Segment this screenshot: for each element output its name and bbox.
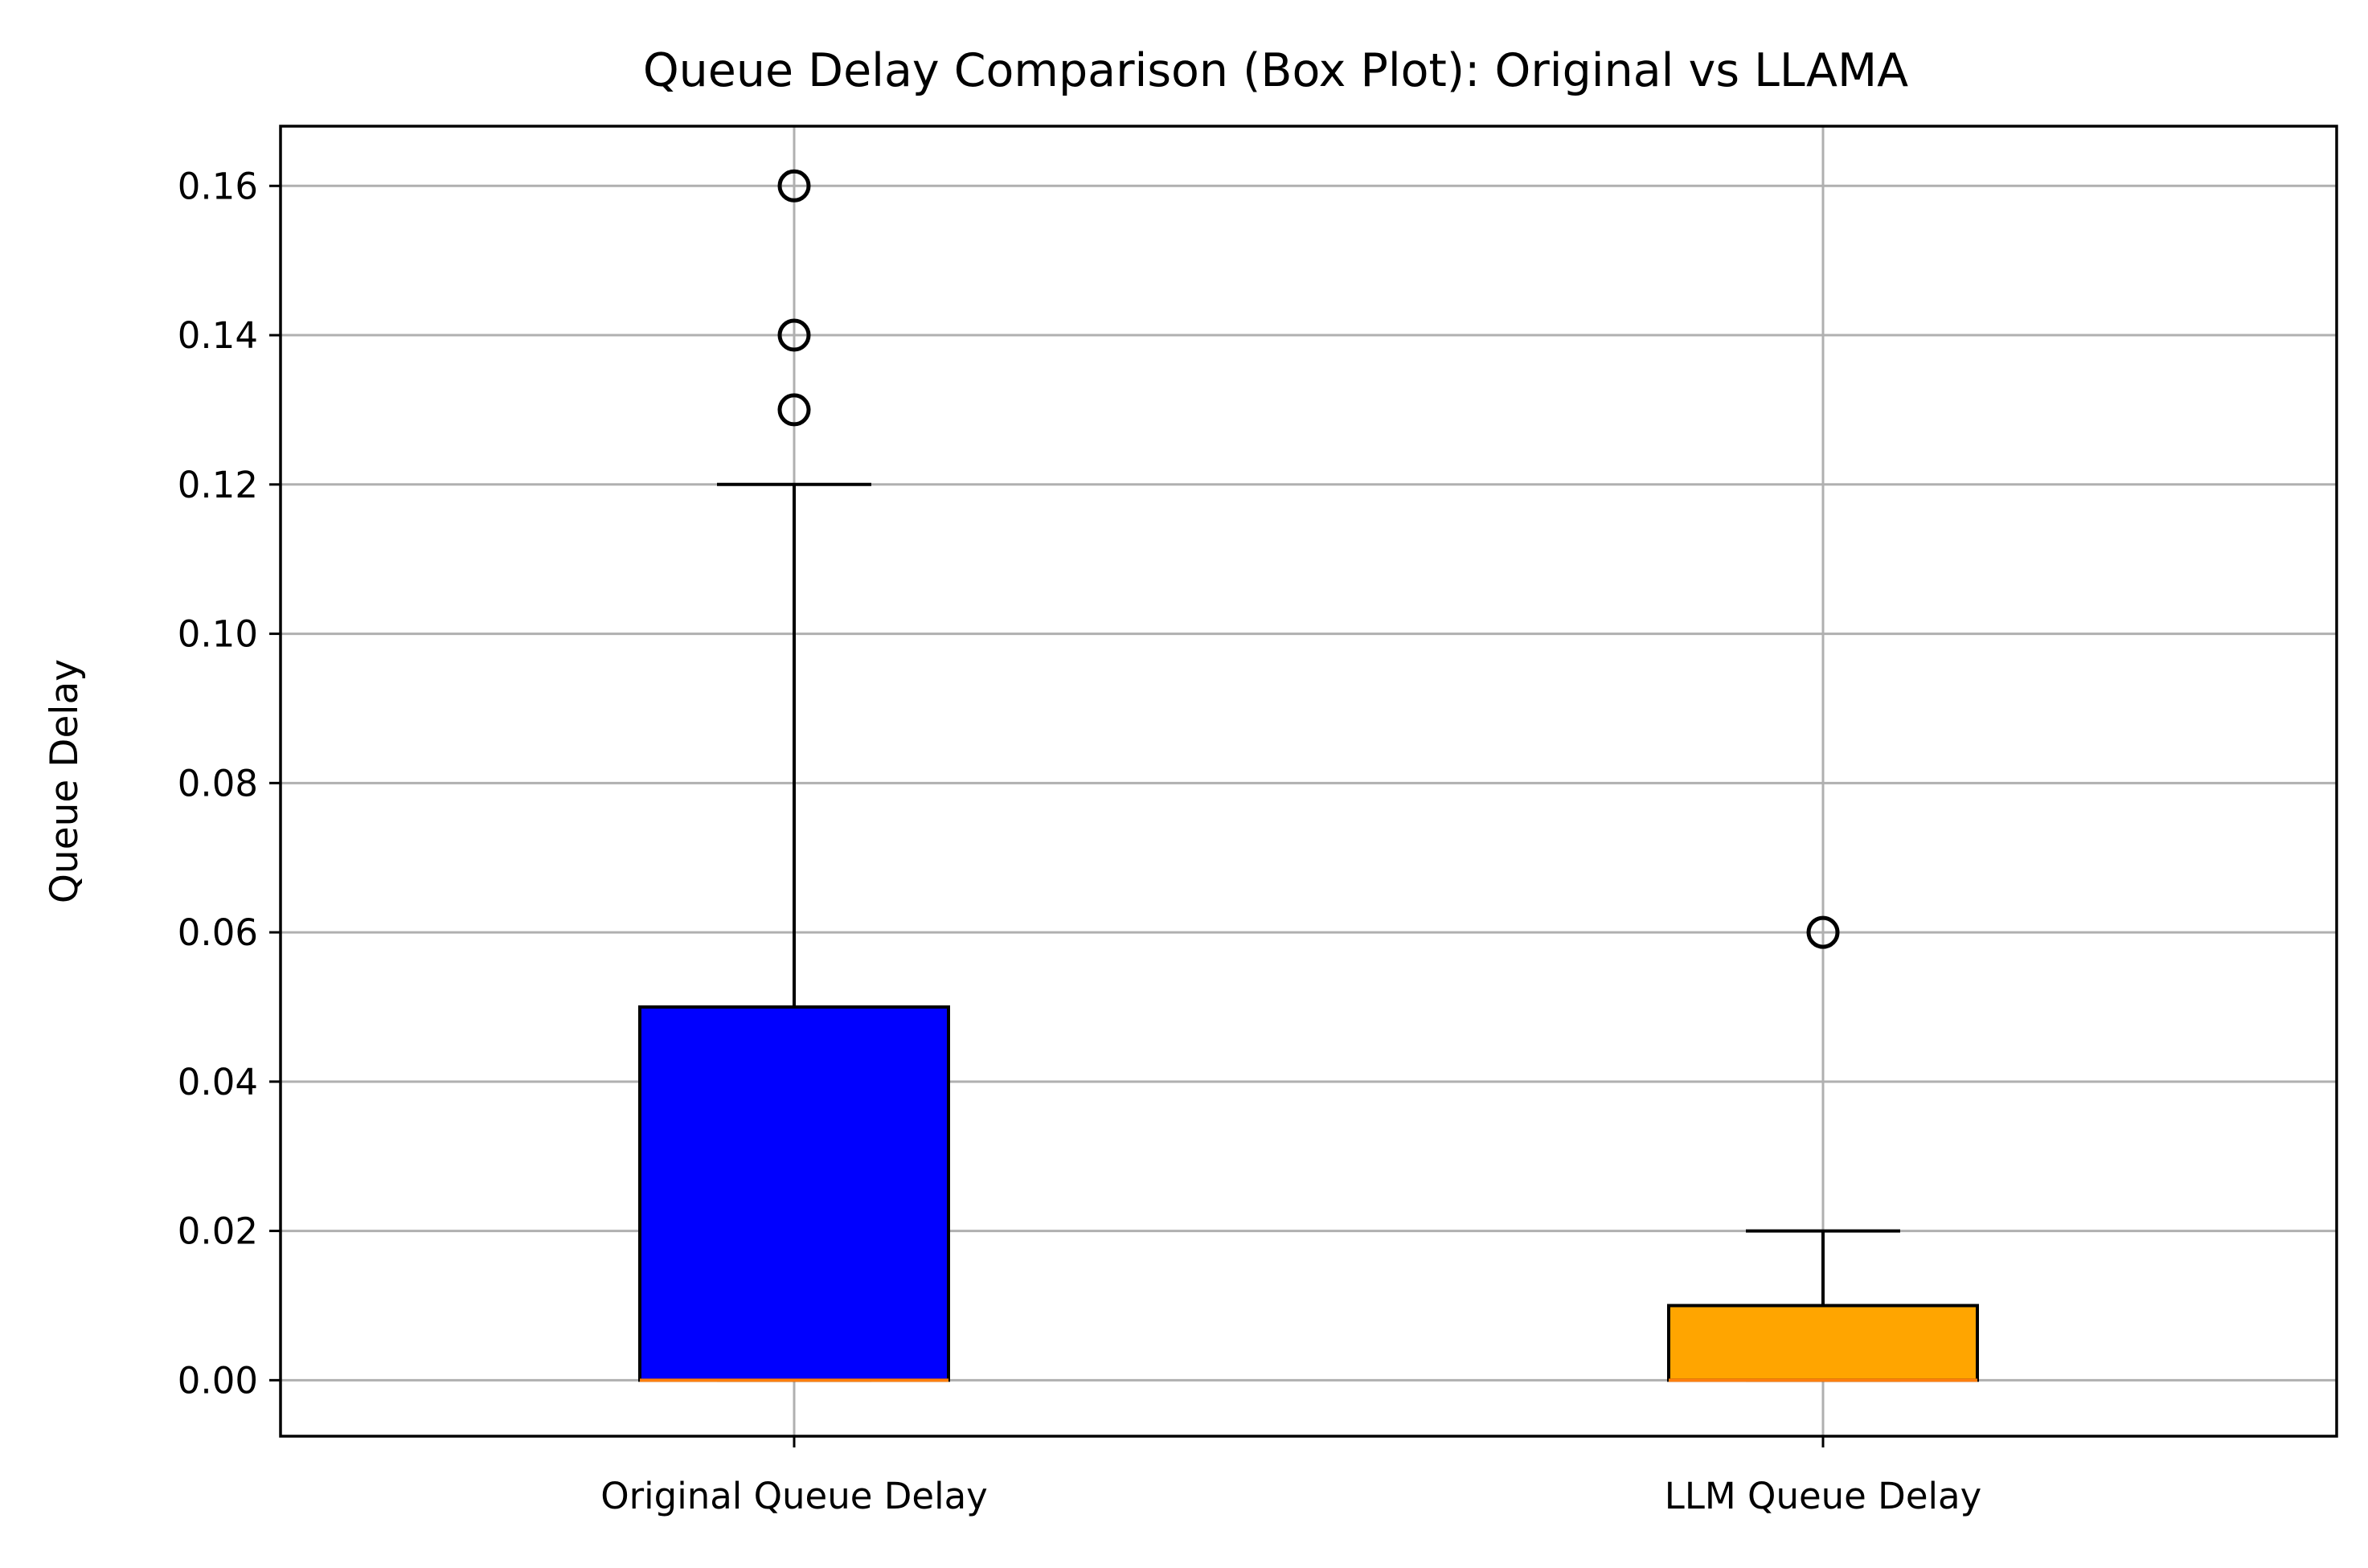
x-tick-label: LLM Queue Delay: [1665, 1475, 1981, 1517]
y-tick-label: 0.16: [178, 165, 258, 207]
y-axis-title: Queue Delay: [43, 659, 87, 903]
x-tick-label: Original Queue Delay: [600, 1475, 988, 1517]
y-tick-label: 0.14: [178, 314, 258, 357]
plot-frame: [279, 125, 2338, 1438]
chart-title: Queue Delay Comparison (Box Plot): Origi…: [643, 44, 1908, 97]
box-llm: [1667, 915, 1979, 1382]
box-original: [638, 169, 950, 1382]
y-tick-label: 0.06: [178, 911, 258, 954]
y-tick-label: 0.08: [178, 762, 258, 804]
x-axis: Original Queue Delay LLM Queue Delay: [600, 1436, 1981, 1517]
outlier-point: [1806, 915, 1840, 949]
outlier-point: [777, 318, 811, 352]
y-tick-label: 0.04: [178, 1061, 258, 1103]
box-iqr: [1667, 1304, 1979, 1382]
outlier-point: [777, 169, 811, 203]
y-axis: 0.00 0.02 0.04 0.06 0.08 0.10 0.12 0.14 0.16: [178, 165, 281, 1402]
boxes-layer: [638, 169, 1979, 1382]
box-iqr: [638, 1005, 950, 1382]
y-tick-label: 0.02: [178, 1210, 258, 1253]
y-tick-label: 0.00: [178, 1359, 258, 1402]
y-tick-label: 0.10: [178, 613, 258, 656]
y-tick-label: 0.12: [178, 464, 258, 506]
outlier-point: [777, 393, 811, 427]
